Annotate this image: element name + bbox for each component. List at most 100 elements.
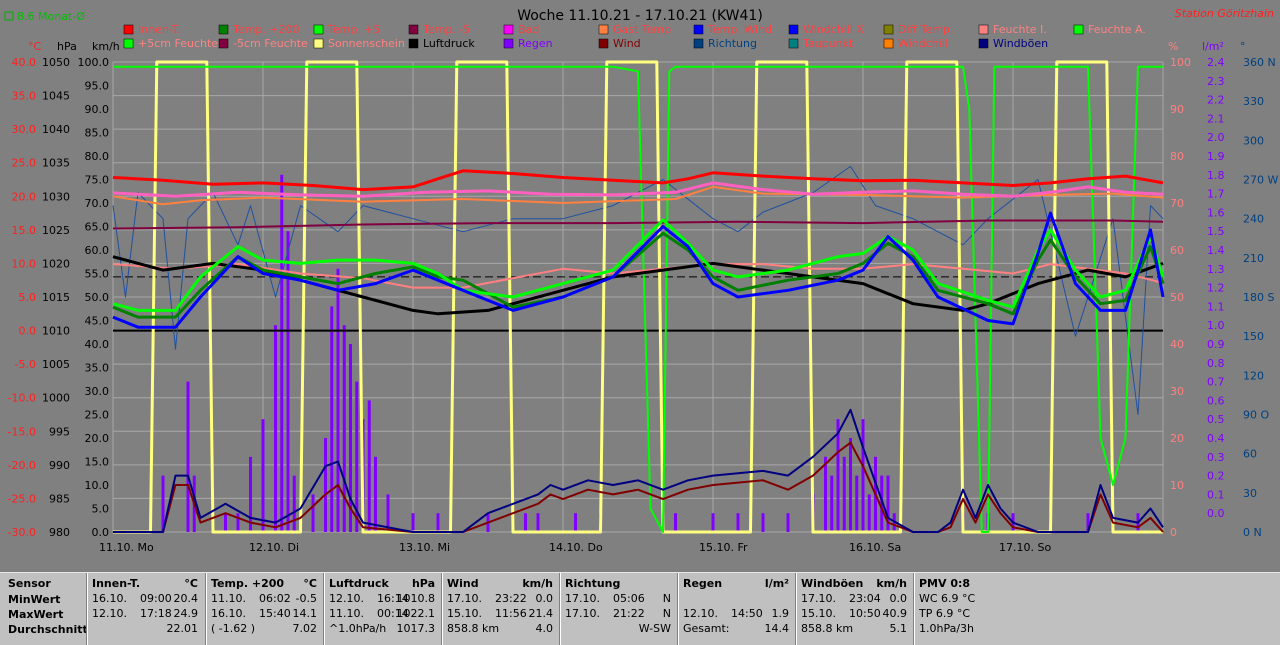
percent-tick: 100	[1170, 56, 1191, 69]
column-separator	[205, 573, 207, 645]
direction-tick: 330	[1243, 95, 1264, 108]
legend-label: Feuchte I.	[993, 23, 1047, 36]
percent-tick: 90	[1170, 103, 1184, 116]
rain-bar	[574, 513, 577, 532]
column-title: PMV 0:8	[919, 577, 971, 590]
temp-tick: 35.0	[12, 90, 37, 103]
wind-tick: 95.0	[85, 80, 110, 93]
stats-column: PMV 0:8 WC 6.9 °C TP 6.9 °C 1.0hPa/3h	[915, 573, 1035, 645]
series-temp-5	[112, 218, 1165, 312]
series-richtung	[112, 165, 1164, 415]
stats-time: 17:18	[140, 607, 172, 620]
temp-tick: 20.0	[12, 190, 37, 203]
legend-swatch	[1073, 24, 1084, 35]
wind-tick: 75.0	[85, 174, 110, 187]
legend-label: Temp. +200	[232, 23, 300, 36]
stats-date: 11.10.	[211, 592, 246, 605]
pressure-tick: 1010	[42, 325, 70, 338]
stats-column: Wind km/h 17.10. 23:22 0.0 15.10. 11:56 21.4 858…	[443, 573, 557, 645]
stats-value: -0.5	[295, 592, 317, 605]
stats-row: 11.10. 06:02 -0.5	[207, 591, 321, 606]
legend-label: Windböen	[993, 37, 1048, 50]
column-header: Regen l/m²	[679, 573, 793, 591]
legend-label: Gast Temp	[613, 23, 671, 36]
series-innen-t	[112, 169, 1164, 192]
row-label: Sensor	[8, 577, 51, 590]
stats-date: TP 6.9 °C	[919, 607, 971, 620]
percent-tick: 10	[1170, 479, 1184, 492]
temp-tick: 15.0	[12, 224, 37, 237]
direction-tick: 60	[1243, 448, 1257, 461]
month-avg-label: 8.6 Monat-Ø	[17, 10, 85, 23]
stats-date: 16.10.	[211, 607, 246, 620]
temp-tick: -15.0	[8, 425, 36, 438]
stats-row: 12.10. 16:14 1010.8	[325, 591, 439, 606]
wind-tick: 5.0	[92, 503, 110, 516]
rain-bar	[330, 306, 334, 532]
legend-swatch	[123, 24, 134, 35]
pressure-tick: 995	[49, 425, 70, 438]
temp-tick: 40.0	[12, 56, 37, 69]
legend-label: Bad	[518, 23, 539, 36]
column-unit: °C	[303, 577, 317, 590]
stats-row: WC 6.9 °C	[915, 591, 1035, 606]
rain-tick: 2.0	[1207, 131, 1225, 144]
rain-bar	[249, 456, 252, 532]
stats-value: 1.9	[771, 607, 790, 620]
rain-bar	[280, 174, 284, 533]
stats-date: 1.0hPa/3h	[919, 622, 975, 635]
legend-swatch	[693, 24, 704, 35]
stats-date: 858.8 km	[447, 622, 500, 635]
axis-unit: hPa	[57, 40, 77, 53]
stats-value: 14.4	[764, 622, 790, 635]
legend-swatch	[598, 24, 609, 35]
axis-unit: °	[1240, 40, 1246, 53]
rain-bar	[736, 513, 740, 532]
stats-value: N	[662, 607, 671, 620]
column-separator	[559, 573, 561, 645]
pressure-tick: 990	[49, 459, 70, 472]
pressure-tick: 1035	[42, 157, 70, 170]
rain-tick: 0.8	[1207, 357, 1225, 370]
legend-label: Windchill X	[803, 23, 864, 36]
stats-row: TP 6.9 °C	[915, 606, 1035, 621]
stats-date: 12.10.	[329, 592, 364, 605]
stats-value: 22.01	[166, 622, 199, 635]
wind-tick: 80.0	[85, 150, 110, 163]
direction-tick: 120	[1243, 369, 1264, 382]
direction-tick: 90 O	[1243, 409, 1269, 422]
legend-label: Temp. +5	[327, 23, 381, 36]
percent-tick: 70	[1170, 197, 1184, 210]
stats-time: 06:02	[259, 592, 291, 605]
legend-label: Wind	[613, 37, 641, 50]
percent-tick: 40	[1170, 338, 1184, 351]
legend-label: Sonnenschein	[328, 37, 405, 50]
day-label: 17.10. So	[999, 541, 1051, 554]
temp-tick: -25.0	[8, 492, 36, 505]
rain-bar	[386, 494, 390, 532]
temp-tick: 25.0	[12, 157, 37, 170]
stats-date: 15.10.	[447, 607, 482, 620]
rain-bar	[861, 419, 865, 532]
rain-bar	[367, 400, 371, 532]
day-label: 13.10. Mi	[399, 541, 450, 554]
rain-bar	[292, 475, 296, 532]
wind-tick: 100.0	[78, 56, 110, 69]
temp-tick: 10.0	[12, 257, 37, 270]
stats-column: Windböen km/h 17.10. 23:04 0.0 15.10. 10:50 40.…	[797, 573, 911, 645]
rain-bar	[411, 513, 415, 532]
stats-date: 15.10.	[801, 607, 836, 620]
stats-row: 858.8 km 4.0	[443, 621, 557, 636]
rain-bar	[711, 513, 715, 532]
stats-table: Sensor MinWert MaxWert Durchschnitt Innen-T.…	[0, 572, 1280, 645]
day-label: 15.10. Fr	[699, 541, 748, 554]
stats-row: 1.0hPa/3h	[915, 621, 1035, 636]
legend-swatch	[788, 38, 799, 49]
stats-column: Temp. +200 °C 11.10. 06:02 -0.5 16.10. 15:40 14…	[207, 573, 321, 645]
temp-tick: 0.0	[19, 325, 37, 338]
rain-bar	[842, 456, 846, 532]
stats-value: 7.02	[292, 622, 318, 635]
column-header: Richtung	[561, 573, 675, 591]
percent-tick: 80	[1170, 150, 1184, 163]
